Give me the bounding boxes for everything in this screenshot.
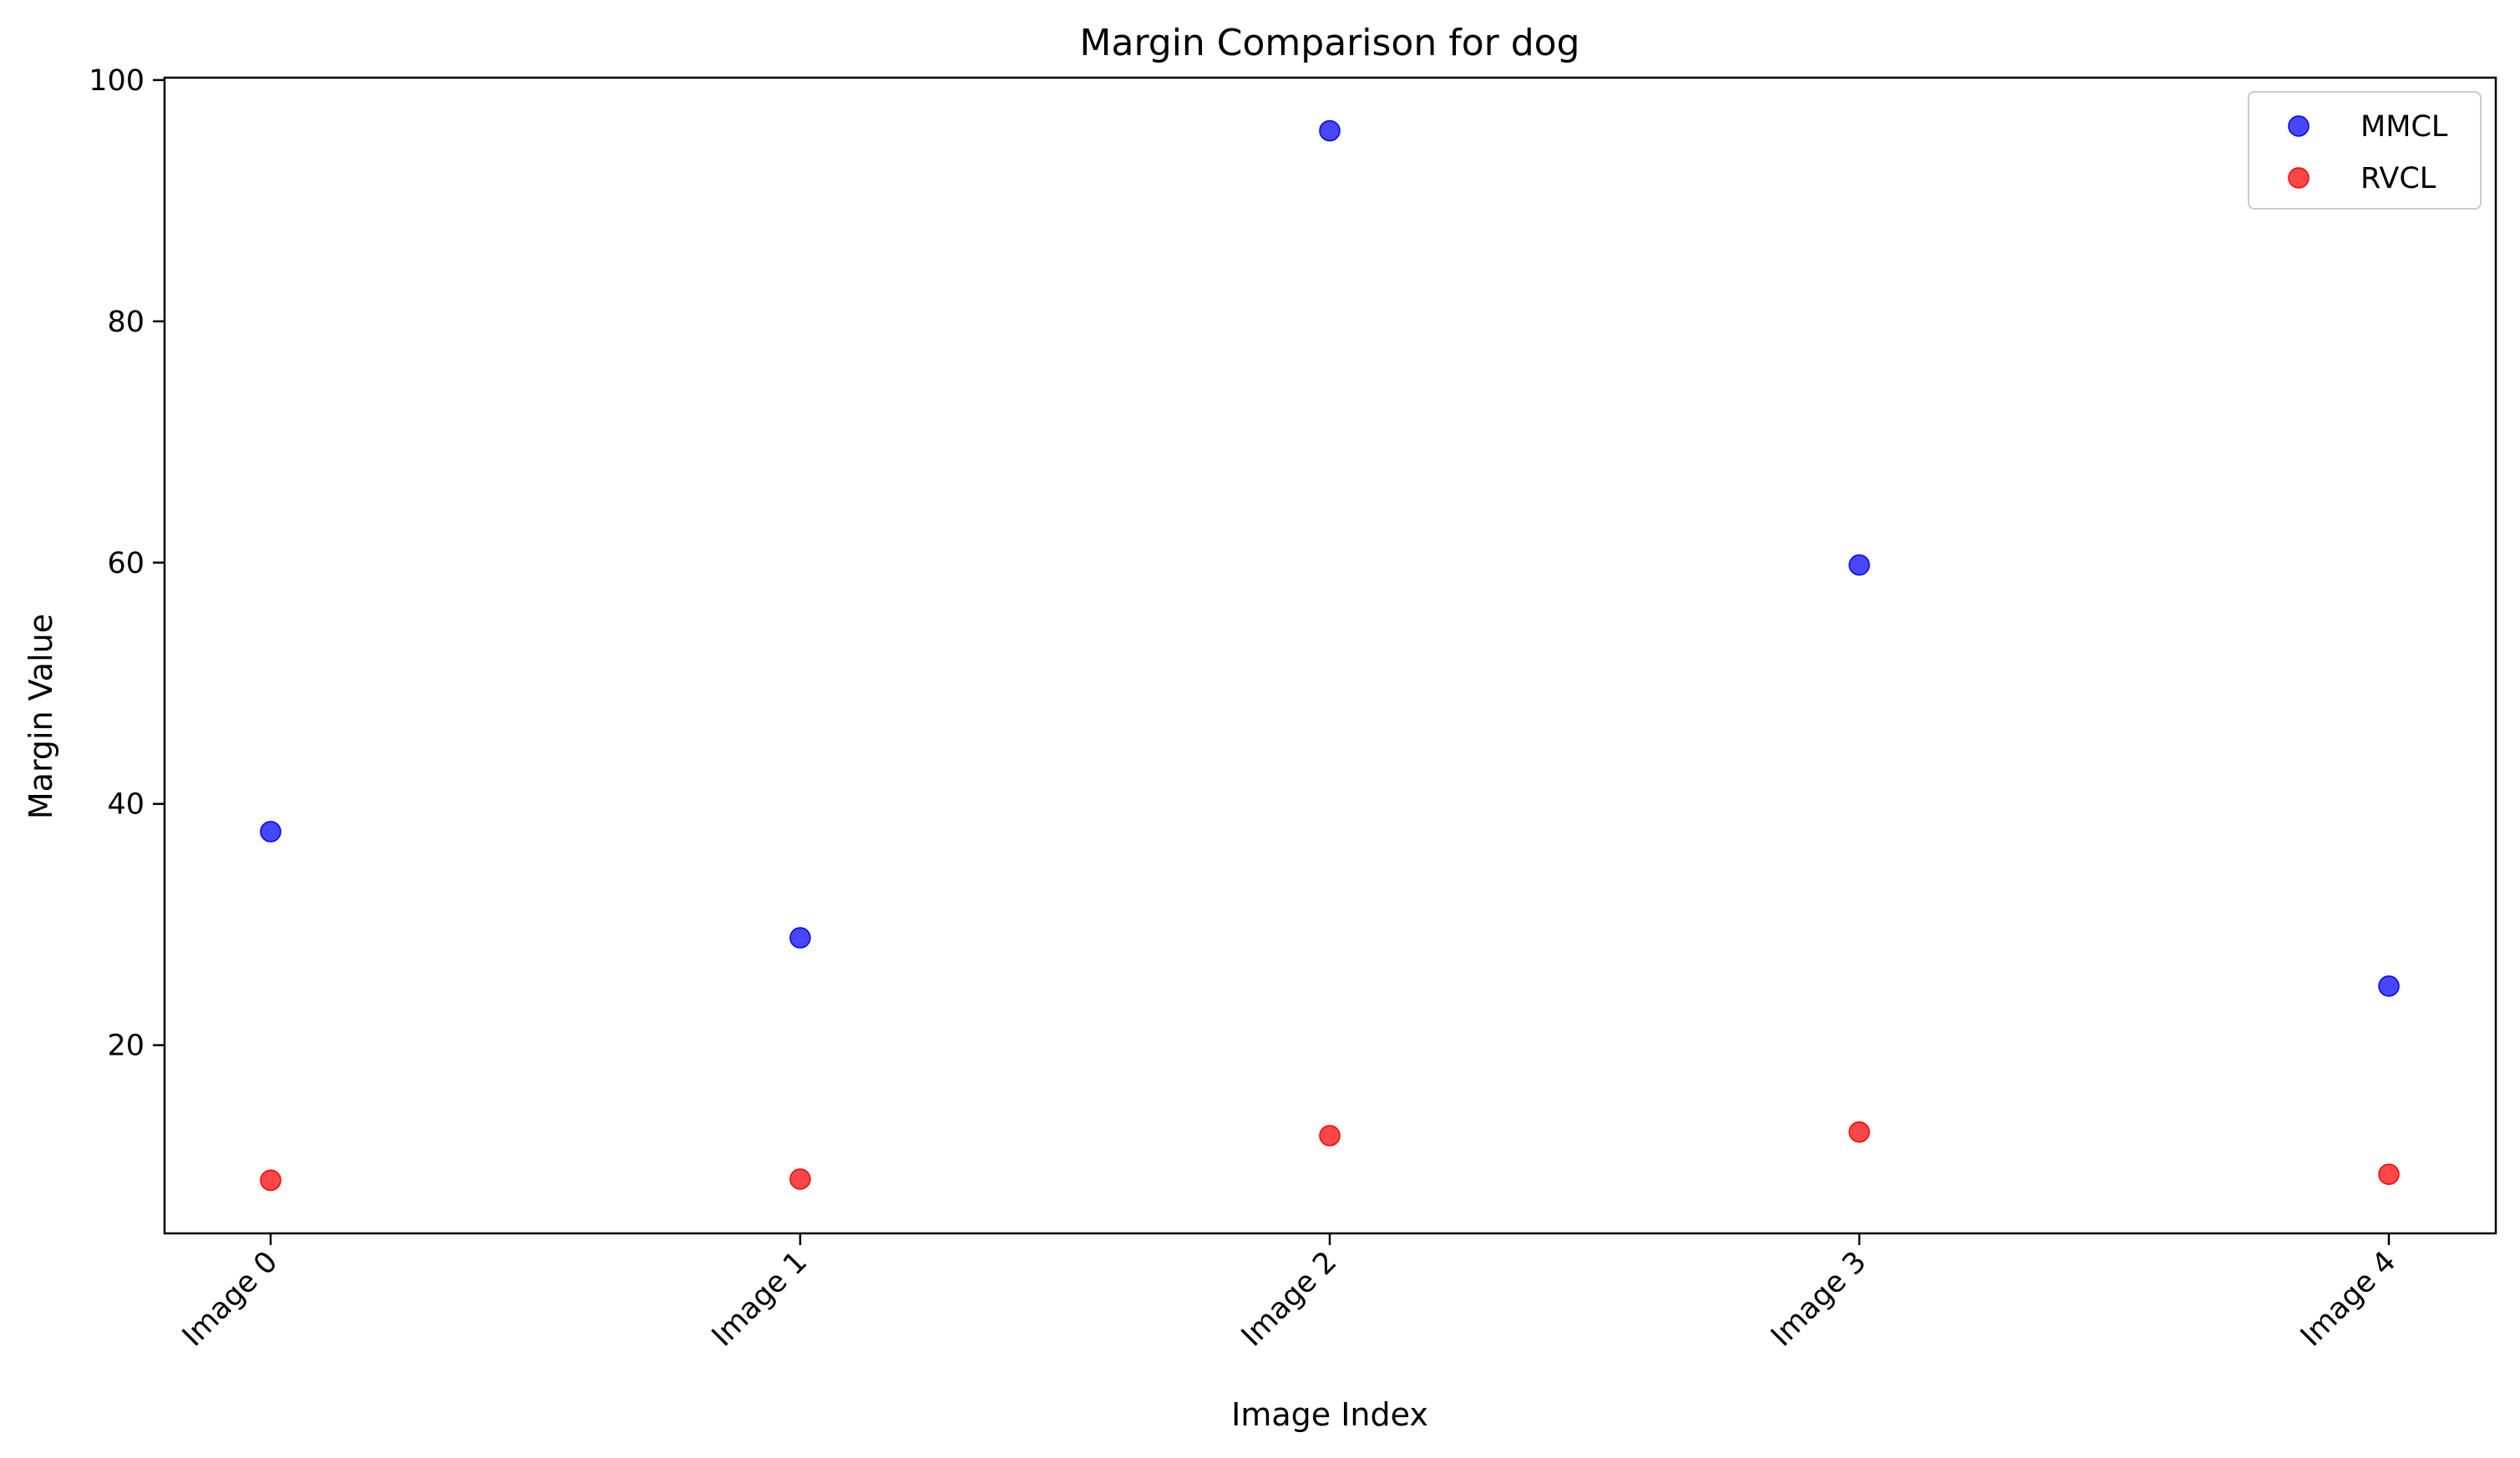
y-tick-label: 60 — [107, 547, 145, 580]
y-axis-label: Margin Value — [23, 614, 59, 819]
y-tick-label: 100 — [89, 64, 145, 98]
data-points — [260, 119, 2400, 1192]
point-rvcl-1 — [789, 1168, 811, 1190]
x-axis-label: Image Index — [1231, 1396, 1428, 1433]
x-tick-label: Image 1 — [706, 1245, 814, 1353]
point-rvcl-2 — [1319, 1125, 1341, 1147]
y-tick-label: 80 — [107, 306, 145, 339]
y-tick-label: 20 — [107, 1030, 145, 1063]
legend-marker-rvcl — [2288, 167, 2310, 189]
point-rvcl-4 — [2378, 1163, 2400, 1185]
chart-title: Margin Comparison for dog — [1080, 22, 1580, 64]
point-mmcl-0 — [260, 821, 281, 843]
point-mmcl-2 — [1319, 119, 1341, 142]
axis-ticks: 20 40 60 80 100 Image 0 Image 1 Image 2 Image 3 I… — [89, 64, 2402, 1354]
legend: MMCL RVCL — [2248, 91, 2482, 210]
legend-label-rvcl: RVCL — [2360, 162, 2436, 195]
plot-area-frame — [163, 76, 2497, 1235]
x-tick-label: Image 2 — [1235, 1245, 1343, 1353]
x-tick-label: Image 0 — [176, 1245, 284, 1353]
x-tick-label: Image 4 — [2294, 1245, 2402, 1353]
point-mmcl-3 — [1848, 554, 1870, 576]
point-rvcl-3 — [1848, 1121, 1870, 1143]
legend-label-mmcl: MMCL — [2360, 110, 2448, 144]
point-rvcl-0 — [260, 1169, 281, 1192]
y-tick-label: 40 — [107, 788, 145, 822]
point-mmcl-4 — [2378, 975, 2400, 997]
x-tick-label: Image 3 — [1765, 1245, 1873, 1353]
legend-marker-mmcl — [2288, 115, 2310, 137]
point-mmcl-1 — [789, 927, 811, 949]
